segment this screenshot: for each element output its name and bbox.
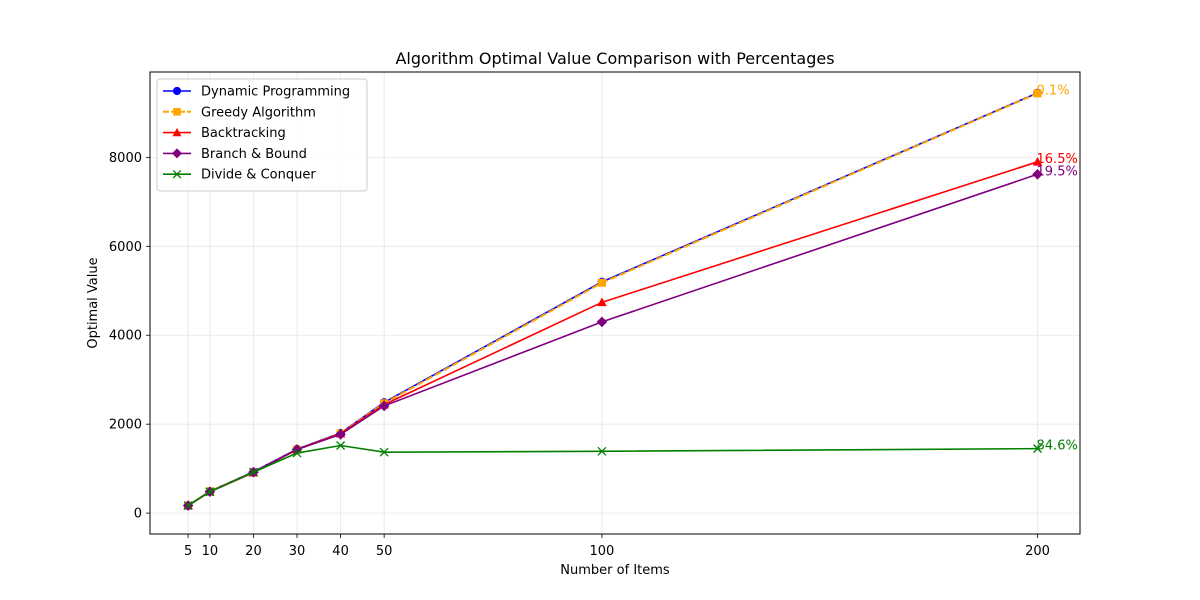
square-marker [597,278,606,287]
legend-label: Dynamic Programming [201,85,350,100]
annotation-label: 16.5% [1037,152,1078,167]
legend-label: Divide & Conquer [201,168,316,183]
diamond-marker [291,444,303,455]
legend-item: Greedy Algorithm [163,105,316,120]
legend-label: Branch & Bound [201,147,307,162]
x-marker [172,169,182,179]
y-tick-label: 4000 [109,329,142,344]
diamond-marker [378,400,390,412]
legend-item: Divide & Conquer [163,168,316,183]
x-tick-label: 100 [590,544,615,559]
x-tick-label: 200 [1025,544,1050,559]
triangle-marker [597,297,607,307]
diamond-marker [1032,168,1043,180]
y-axis: 0 2000 4000 6000 8000 [109,151,150,522]
x-axis: 5 10 20 30 40 50 100 200 [184,534,1050,559]
x-tick-label: 40 [332,544,349,559]
y-tick-label: 6000 [109,240,142,255]
triangle-marker [1032,157,1043,166]
plot-frame [149,71,1081,535]
x-tick-label: 10 [202,544,219,559]
x-axis-label: Number of Items [560,563,670,578]
x-marker [379,447,389,457]
diamond-marker [171,148,183,159]
annotation-label: 0.1% [1037,83,1070,98]
legend-label: Backtracking [201,126,286,141]
x-tick-label: 20 [245,544,262,559]
x-marker [183,501,193,511]
series-group [182,88,1043,511]
x-tick-label: 5 [184,544,192,559]
x-marker [597,446,607,456]
annotations: 0.1% 16.5%19.5% 84.6% [1037,83,1078,453]
annotation-label: 84.6% [1037,439,1078,454]
legend-item: Dynamic Programming [163,85,350,100]
x-tick-label: 30 [289,544,306,559]
x-marker [336,441,346,450]
series-line [187,444,1038,507]
y-tick-label: 8000 [109,151,142,166]
y-tick-label: 2000 [109,418,142,433]
diamond-marker [335,429,346,440]
triangle-marker [172,128,182,137]
square-marker [1033,89,1042,98]
x-marker [292,448,302,458]
chart-title: Algorithm Optimal Value Comparison with … [395,49,834,68]
diamond-marker [596,316,608,328]
legend-box [156,78,368,192]
x-tick-label: 50 [376,544,393,559]
y-tick-label: 0 [134,507,142,522]
square-marker [173,108,181,116]
x-marker [248,467,258,477]
x-marker [1033,444,1042,454]
circle-marker [172,86,182,96]
legend-item: Backtracking [163,126,286,141]
y-axis-label: Optimal Value [86,257,101,348]
x-marker [205,487,215,497]
legend-item: Branch & Bound [163,147,307,162]
legend: Dynamic Programming Greedy Algorithm Backt… [156,78,368,192]
series-divide-conquer [183,441,1042,511]
legend-label: Greedy Algorithm [201,105,316,120]
annotation-label: 19.5% [1037,164,1078,179]
